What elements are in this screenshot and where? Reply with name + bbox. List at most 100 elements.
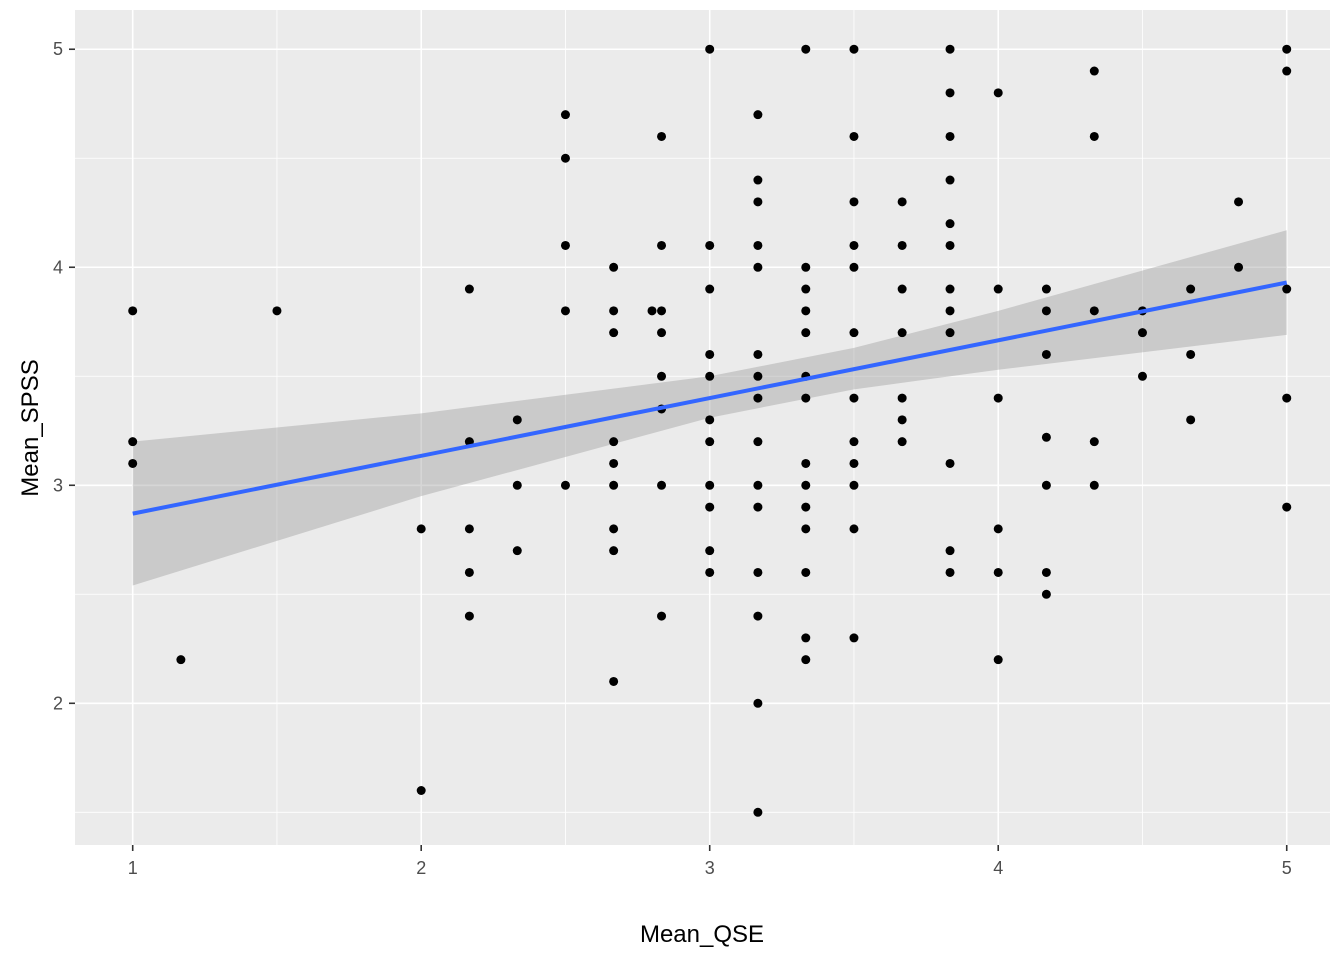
data-point bbox=[464, 284, 474, 294]
data-point bbox=[1041, 589, 1051, 599]
data-point bbox=[897, 240, 907, 250]
data-point bbox=[705, 371, 715, 381]
confidence-band bbox=[132, 230, 1287, 586]
x-tick-label: 5 bbox=[1282, 858, 1292, 878]
data-point bbox=[609, 328, 619, 338]
data-point bbox=[176, 655, 186, 665]
data-point bbox=[849, 240, 859, 250]
data-point bbox=[945, 458, 955, 468]
data-point bbox=[753, 110, 763, 120]
data-point bbox=[753, 371, 763, 381]
data-point bbox=[801, 328, 811, 338]
data-point bbox=[945, 328, 955, 338]
data-point bbox=[1089, 480, 1099, 490]
data-point bbox=[464, 567, 474, 577]
data-point bbox=[1234, 262, 1244, 272]
data-point bbox=[753, 240, 763, 250]
data-point bbox=[560, 240, 570, 250]
data-point bbox=[801, 262, 811, 272]
data-point bbox=[1041, 349, 1051, 359]
data-point bbox=[560, 110, 570, 120]
data-point bbox=[1282, 44, 1292, 54]
data-point bbox=[705, 240, 715, 250]
minor-gridlines bbox=[75, 10, 1330, 845]
data-point bbox=[849, 131, 859, 141]
data-point bbox=[1137, 328, 1147, 338]
data-point bbox=[945, 306, 955, 316]
x-axis: 1 2 3 4 5 bbox=[128, 845, 1292, 878]
data-point bbox=[609, 524, 619, 534]
y-tick-label: 5 bbox=[53, 39, 63, 59]
data-point bbox=[657, 306, 667, 316]
data-point bbox=[705, 567, 715, 577]
data-point bbox=[1041, 432, 1051, 442]
data-point bbox=[705, 480, 715, 490]
data-point bbox=[849, 458, 859, 468]
data-point bbox=[801, 306, 811, 316]
data-point bbox=[801, 524, 811, 534]
data-point bbox=[464, 524, 474, 534]
data-point bbox=[657, 611, 667, 621]
data-point bbox=[657, 371, 667, 381]
data-point bbox=[609, 480, 619, 490]
data-point bbox=[1282, 502, 1292, 512]
x-tick-label: 3 bbox=[705, 858, 715, 878]
data-point bbox=[1089, 306, 1099, 316]
data-point bbox=[801, 502, 811, 512]
data-point bbox=[657, 480, 667, 490]
data-point bbox=[1089, 437, 1099, 447]
y-axis-title: Mean_SPSS bbox=[17, 359, 44, 496]
data-point bbox=[1137, 371, 1147, 381]
data-point bbox=[801, 567, 811, 577]
data-point bbox=[609, 458, 619, 468]
data-point bbox=[849, 197, 859, 207]
data-point bbox=[897, 197, 907, 207]
data-points bbox=[128, 44, 1292, 817]
data-point bbox=[945, 44, 955, 54]
data-point bbox=[753, 480, 763, 490]
data-point bbox=[1234, 197, 1244, 207]
data-point bbox=[753, 502, 763, 512]
data-point bbox=[128, 437, 138, 447]
data-point bbox=[849, 524, 859, 534]
data-point bbox=[945, 88, 955, 98]
y-tick-label: 4 bbox=[53, 257, 63, 277]
data-point bbox=[753, 262, 763, 272]
data-point bbox=[1041, 284, 1051, 294]
data-point bbox=[609, 262, 619, 272]
data-point bbox=[753, 175, 763, 185]
data-point bbox=[849, 633, 859, 643]
data-point bbox=[849, 393, 859, 403]
data-point bbox=[657, 328, 667, 338]
data-point bbox=[705, 546, 715, 556]
plot-panel bbox=[75, 10, 1330, 845]
data-point bbox=[1089, 131, 1099, 141]
data-point bbox=[801, 284, 811, 294]
data-point bbox=[128, 306, 138, 316]
data-point bbox=[272, 306, 282, 316]
data-point bbox=[945, 567, 955, 577]
data-point bbox=[1282, 284, 1292, 294]
data-point bbox=[993, 524, 1003, 534]
data-point bbox=[753, 807, 763, 817]
data-point bbox=[705, 502, 715, 512]
data-point bbox=[801, 480, 811, 490]
data-point bbox=[657, 131, 667, 141]
data-point bbox=[849, 328, 859, 338]
data-point bbox=[945, 131, 955, 141]
data-point bbox=[849, 262, 859, 272]
data-point bbox=[945, 546, 955, 556]
data-point bbox=[705, 437, 715, 447]
y-axis: 2 3 4 5 bbox=[53, 39, 75, 713]
data-point bbox=[609, 306, 619, 316]
data-point bbox=[801, 655, 811, 665]
y-tick-label: 2 bbox=[53, 693, 63, 713]
data-point bbox=[705, 349, 715, 359]
data-point bbox=[560, 153, 570, 163]
data-point bbox=[1282, 66, 1292, 76]
data-point bbox=[945, 284, 955, 294]
data-point bbox=[1186, 349, 1196, 359]
data-point bbox=[1041, 306, 1051, 316]
x-tick-label: 2 bbox=[416, 858, 426, 878]
data-point bbox=[849, 44, 859, 54]
